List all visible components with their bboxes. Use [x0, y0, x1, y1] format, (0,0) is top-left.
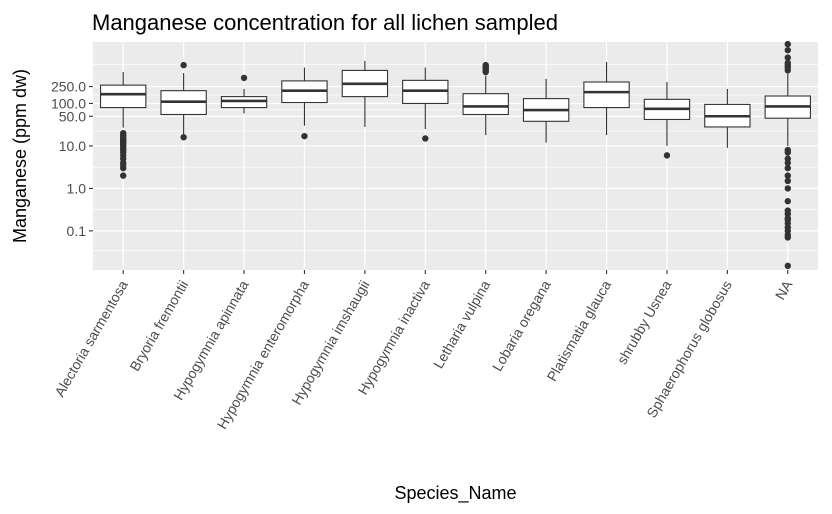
box-iqr: [100, 84, 147, 109]
box-sphaerophorus-globosus: [704, 88, 751, 148]
y-tick-label: 1.0: [67, 180, 87, 196]
x-tick-label: Lobaria oregana: [489, 277, 554, 373]
y-tick-label: 0.1: [67, 223, 87, 239]
outlier-point: [180, 134, 187, 141]
outlier-point: [784, 46, 791, 54]
outlier-point: [784, 54, 791, 61]
outlier-point: [120, 172, 127, 179]
x-tick-label: shrubby Usnea: [614, 277, 675, 367]
x-tick-label: Alectoria sarmentosa: [51, 277, 131, 399]
x-tick-label: Bryoria fremontii: [126, 278, 191, 374]
outlier-point: [784, 185, 791, 192]
outlier-point: [120, 129, 127, 137]
outlier-point: [784, 40, 791, 48]
box-iqr: [462, 93, 509, 116]
box-hypogymnia-enteromorpha: [281, 67, 328, 140]
outlier-point: [784, 172, 791, 179]
box-hypogymnia-imshaugii: [341, 60, 389, 127]
x-tick-label: Letharia vulpina: [430, 277, 493, 371]
box-iqr: [583, 81, 630, 109]
box-series: [100, 40, 811, 270]
y-tick-label: 100.0: [51, 95, 86, 111]
box-alectoria-sarmentosa: [100, 72, 147, 179]
box-platismatia-glauca: [583, 61, 630, 136]
outlier-point: [482, 61, 489, 69]
outlier-point: [784, 262, 791, 270]
outlier-point: [784, 198, 791, 205]
x-tick-label: Platismatia glauca: [543, 277, 614, 384]
outlier-point: [784, 155, 791, 162]
chart-title: Manganese concentration for all lichen s…: [92, 10, 558, 35]
box-hypogymnia-apinnata: [220, 74, 268, 114]
outlier-point: [240, 74, 248, 82]
box-na: [764, 40, 811, 270]
outlier-point: [180, 61, 187, 69]
outlier-point: [784, 146, 791, 154]
outlier-point: [784, 177, 791, 185]
x-axis-title: Species_Name: [394, 483, 516, 504]
plot-panel: [93, 42, 818, 270]
outlier-point: [784, 164, 791, 172]
box-letharia-vulpina: [462, 61, 509, 136]
y-tick-label: 10.0: [59, 138, 86, 154]
y-tick-label: 50.0: [59, 108, 86, 124]
y-tick-label: 250.0: [51, 79, 86, 95]
outlier-point: [784, 207, 791, 214]
outlier-point: [422, 135, 429, 142]
y-axis-title: Manganese (ppm dw): [10, 69, 30, 243]
outlier-point: [301, 132, 308, 140]
box-lobaria-oregana: [522, 78, 570, 143]
x-tick-label: NA: [772, 277, 796, 302]
outlier-point: [784, 59, 791, 67]
box-hypogymnia-inactiva: [402, 67, 449, 142]
box-shrubby-usnea: [643, 82, 691, 159]
outlier-point: [663, 152, 671, 159]
box-bryoria-fremontii: [160, 61, 207, 141]
